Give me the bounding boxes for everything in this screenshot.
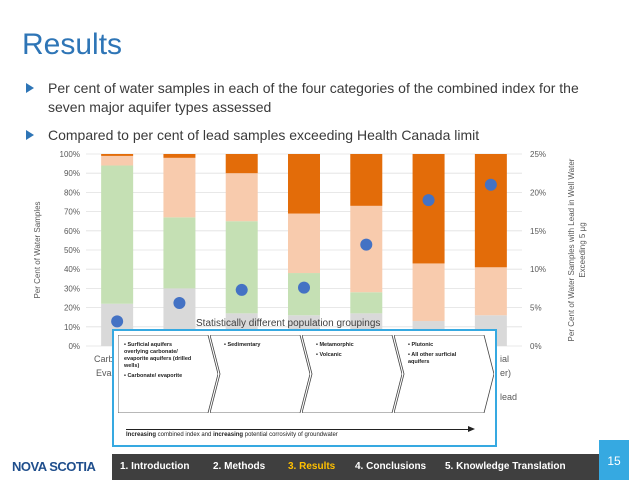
y-tick-label: 60% xyxy=(64,227,80,236)
y2-tick-label: 15% xyxy=(530,227,546,236)
y-tick-label: 20% xyxy=(64,304,80,313)
y2-axis-title-line2: Exceeding 5 µg xyxy=(578,222,587,277)
y-axis-title: Per Cent of Water Samples xyxy=(33,201,42,298)
bar-segment xyxy=(350,154,383,206)
slide-title: Results xyxy=(22,28,123,61)
bullet-arrow-icon xyxy=(26,83,34,93)
bar-segment xyxy=(101,155,134,166)
grouping-chevron: • Metamorphic • Volcanic xyxy=(302,335,402,413)
groupings-overlay: • Surficial aquifers overlying carbonate… xyxy=(112,329,497,447)
page-number: 15 xyxy=(599,440,629,480)
overlay-caption: Increasing combined index and increasing… xyxy=(126,432,338,438)
lead-exceedance-point xyxy=(422,194,435,207)
statistical-groupings-label: Statistically different population group… xyxy=(196,318,381,329)
grouping-text: • Metamorphic • Volcanic xyxy=(316,342,386,362)
nova-scotia-logo: NOVA SCOTIA xyxy=(12,456,102,476)
grouping-item: • Metamorphic xyxy=(316,342,354,348)
bullet-arrow-icon xyxy=(26,130,34,140)
nav-item-results[interactable]: 3. Results xyxy=(288,461,336,472)
y2-tick-label: 25% xyxy=(530,150,546,159)
y-tick-label: 0% xyxy=(68,342,80,351)
grouping-item: • Surficial aquifers overlying carbonate… xyxy=(124,342,192,369)
bar-segment xyxy=(412,263,445,322)
bar-segment xyxy=(288,154,320,214)
lead-exceedance-point xyxy=(111,315,124,328)
lead-exceedance-point xyxy=(173,296,186,309)
bullet-1: Per cent of water samples in each of the… xyxy=(26,79,586,117)
y-tick-label: 70% xyxy=(64,208,80,217)
y2-tick-label: 20% xyxy=(530,188,546,197)
grouping-item: • Plutonic xyxy=(408,342,434,348)
grouping-item: • Volcanic xyxy=(316,352,342,358)
y2-tick-label: 5% xyxy=(530,304,542,313)
logo-text: NOVA SCOTIA xyxy=(12,459,96,474)
nav-item-introduction[interactable]: 1. Introduction xyxy=(120,461,190,472)
y-tick-label: 80% xyxy=(64,188,80,197)
grouping-item: • Sedimentary xyxy=(224,342,261,348)
y2-tick-label: 10% xyxy=(530,265,546,274)
grouping-item: • All other surficial aquifers xyxy=(408,352,457,365)
bar-segment xyxy=(101,154,134,156)
bar-segment xyxy=(101,165,134,304)
y2-tick-label: 0% xyxy=(530,342,542,351)
lead-exceedance-point xyxy=(360,238,373,251)
bar-segment xyxy=(412,154,445,264)
bar-segment xyxy=(225,173,258,222)
category-label-fragment: Evapo xyxy=(96,368,122,378)
section-nav-bar: 1. Introduction 2. Methods 3. Results 4.… xyxy=(112,454,599,480)
grouping-chevron: • Sedimentary xyxy=(210,335,310,413)
bar-segment xyxy=(225,154,258,174)
bar-segment xyxy=(474,267,507,316)
grouping-chevron: • Surficial aquifers overlying carbonate… xyxy=(118,335,218,413)
bullet-2: Compared to per cent of lead samples exc… xyxy=(26,126,640,145)
y-tick-label: 50% xyxy=(64,246,80,255)
category-label-fragment: Carb xyxy=(94,354,114,364)
bar-segment xyxy=(163,154,196,158)
bullet-1-text: Per cent of water samples in each of the… xyxy=(48,80,579,115)
y-tick-label: 30% xyxy=(64,284,80,293)
y-tick-label: 90% xyxy=(64,169,80,178)
category-label-fragment: er) xyxy=(500,368,511,378)
y-tick-label: 40% xyxy=(64,265,80,274)
chevron-shape xyxy=(394,335,494,413)
category-label-fragment: lead xyxy=(500,392,518,402)
bar-segment xyxy=(350,292,383,314)
grouping-text: • Sedimentary xyxy=(224,342,294,352)
bar-segment xyxy=(163,217,196,289)
bar-segment xyxy=(288,213,320,274)
nav-item-knowledge-translation[interactable]: 5. Knowledge Translation xyxy=(445,461,566,472)
chevron-shape xyxy=(302,335,402,413)
y-tick-label: 10% xyxy=(64,323,80,332)
increase-arrow-line xyxy=(126,429,469,430)
y-tick-label: 100% xyxy=(60,150,80,159)
lead-exceedance-point xyxy=(298,281,310,294)
chevron-shape xyxy=(210,335,310,413)
bar-segment xyxy=(288,273,320,316)
grouping-text: • Surficial aquifers overlying carbonate… xyxy=(124,342,198,383)
y2-axis-title-line1: Per Cent of Water Samples with Lead in W… xyxy=(567,158,576,341)
category-label-fragment: ial xyxy=(500,354,510,364)
nav-item-methods[interactable]: 2. Methods xyxy=(213,461,266,472)
bullet-2-text: Compared to per cent of lead samples exc… xyxy=(48,127,480,143)
grouping-chevron: • Plutonic • All other surficial aquifers xyxy=(394,335,494,413)
bar-segment xyxy=(225,221,258,314)
stacked-bar-chart: 0% 10% 20% 30% 40% 50% 60% 70% 80% 90% 100% 0% 5% 10%… xyxy=(33,150,587,351)
lead-exceedance-point xyxy=(235,283,248,296)
grouping-text: • Plutonic • All other surficial aquifers xyxy=(408,342,478,369)
increase-arrowhead-icon xyxy=(468,426,475,432)
lead-exceedance-point xyxy=(484,178,497,191)
bar-segment xyxy=(163,157,196,218)
grouping-item: • Carbonate/ evaporite xyxy=(124,373,183,379)
chevron-shape xyxy=(118,335,218,413)
nav-item-conclusions[interactable]: 4. Conclusions xyxy=(355,461,427,472)
bar-segment xyxy=(474,154,507,268)
